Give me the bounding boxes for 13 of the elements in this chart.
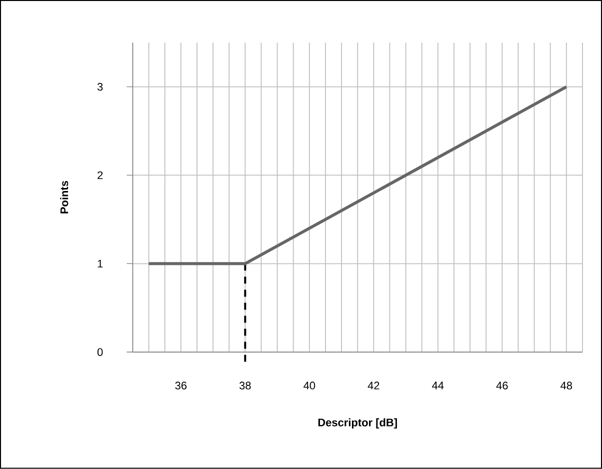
y-tick-label: 1 [98,260,103,268]
y-axis-title: Points [60,181,68,214]
x-tick-label: 46 [496,382,508,390]
x-axis-title: Descriptor [dB] [318,418,397,429]
x-tick-label: 48 [560,382,572,390]
x-tick-label: 36 [175,382,187,390]
y-tick-label: 0 [97,348,103,356]
x-tick-label: 40 [304,382,316,390]
x-tick-label: 38 [239,382,251,390]
x-tick-label: 44 [432,382,444,390]
x-tick-label: 42 [368,382,380,390]
y-tick-label: 2 [98,172,103,180]
y-tick-label: 3 [97,83,103,91]
